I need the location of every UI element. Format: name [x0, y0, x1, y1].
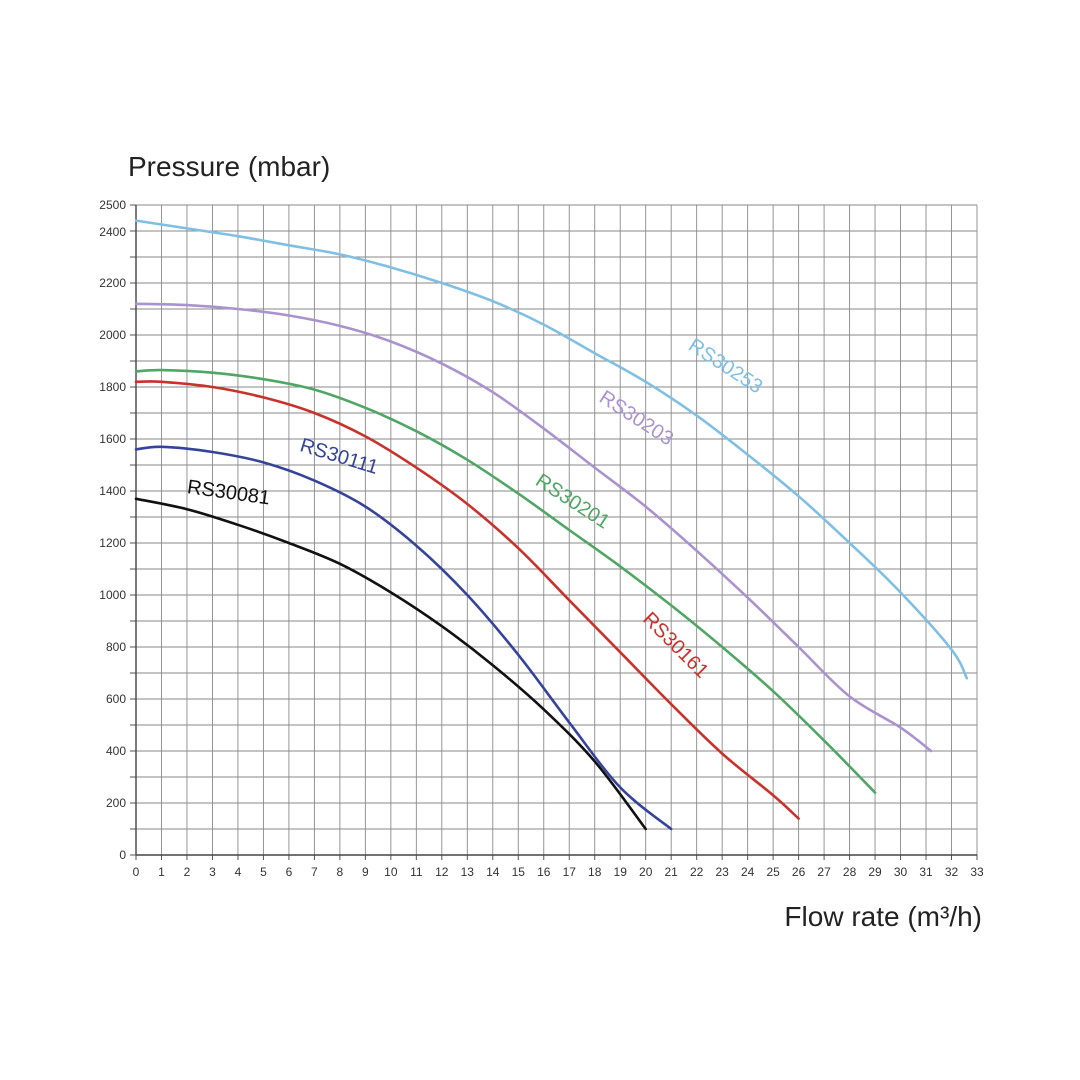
- x-tick-label: 8: [337, 865, 344, 879]
- x-tick-label: 33: [970, 865, 984, 879]
- x-tick-label: 23: [715, 865, 729, 879]
- x-tick-label: 21: [665, 865, 679, 879]
- series-label-rs30111: RS30111: [297, 434, 380, 479]
- x-tick-label: 19: [614, 865, 628, 879]
- y-tick-label: 1400: [99, 484, 126, 498]
- x-tick-label: 14: [486, 865, 500, 879]
- x-tick-label: 2: [184, 865, 191, 879]
- x-tick-label: 20: [639, 865, 653, 879]
- y-tick-label: 1600: [99, 432, 126, 446]
- series-label-rs30081: RS30081: [186, 476, 272, 509]
- y-tick-label: 2500: [99, 198, 126, 212]
- x-tick-label: 29: [868, 865, 882, 879]
- series-label-rs30161: RS30161: [638, 608, 713, 683]
- y-tick-label: 1800: [99, 380, 126, 394]
- x-tick-label: 22: [690, 865, 704, 879]
- x-tick-label: 24: [741, 865, 755, 879]
- x-tick-label: 17: [563, 865, 577, 879]
- series-line-rs30081: [134, 497, 647, 831]
- y-tick-label: 2400: [99, 225, 126, 239]
- x-tick-label: 11: [410, 865, 423, 879]
- series-label-rs30203: RS30203: [595, 386, 677, 450]
- x-tick-label: 4: [235, 865, 242, 879]
- x-tick-label: 18: [588, 865, 602, 879]
- y-tick-label: 200: [106, 796, 126, 810]
- y-tick-label: 1200: [99, 536, 126, 550]
- x-tick-label: 31: [919, 865, 933, 879]
- x-tick-label: 0: [133, 865, 140, 879]
- x-tick-label: 32: [945, 865, 959, 879]
- series-line-rs30111: [134, 445, 673, 831]
- x-tick-label: 30: [894, 865, 908, 879]
- y-tick-label: 2200: [99, 276, 126, 290]
- y-tick-label: 400: [106, 744, 126, 758]
- x-tick-label: 12: [435, 865, 449, 879]
- series-line-rs30253: [134, 219, 969, 680]
- grid: [135, 204, 978, 856]
- series-lines: [134, 219, 969, 831]
- x-tick-label: 27: [817, 865, 831, 879]
- x-tick-label: 15: [512, 865, 526, 879]
- y-tick-label: 800: [106, 640, 126, 654]
- x-tick-label: 25: [766, 865, 780, 879]
- x-tick-label: 5: [260, 865, 267, 879]
- series-line-rs30201: [134, 368, 877, 794]
- series-line-rs30161: [134, 380, 800, 820]
- x-tick-label: 3: [209, 865, 216, 879]
- x-tick-label: 9: [362, 865, 369, 879]
- x-tick-label: 16: [537, 865, 551, 879]
- series-line-rs30203: [134, 302, 933, 753]
- y-tick-label: 2000: [99, 328, 126, 342]
- x-tick-label: 1: [158, 865, 165, 879]
- x-tick-label: 26: [792, 865, 806, 879]
- y-tick-label: 1000: [99, 588, 126, 602]
- x-tick-label: 10: [384, 865, 398, 879]
- x-tick-label: 13: [461, 865, 475, 879]
- y-axis-title: Pressure (mbar): [128, 151, 330, 182]
- x-tick-label: 28: [843, 865, 857, 879]
- x-tick-label: 6: [286, 865, 293, 879]
- x-tick-label: 7: [311, 865, 318, 879]
- y-tick-label: 600: [106, 692, 126, 706]
- axes: 0200400600800100012001400160018002000220…: [99, 198, 984, 879]
- y-tick-label: 0: [119, 848, 126, 862]
- x-axis-title: Flow rate (m³/h): [784, 901, 982, 932]
